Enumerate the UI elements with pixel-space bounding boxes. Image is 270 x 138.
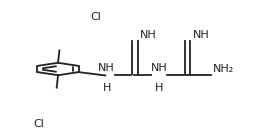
Text: H: H (102, 83, 111, 93)
Text: NH₂: NH₂ (213, 64, 235, 74)
Text: Cl: Cl (34, 119, 45, 129)
Text: NH: NH (98, 63, 115, 73)
Text: H: H (155, 83, 164, 93)
Text: Cl: Cl (90, 12, 101, 22)
Text: NH: NH (140, 30, 157, 40)
Text: NH: NH (193, 30, 209, 40)
Text: NH: NH (151, 63, 168, 73)
